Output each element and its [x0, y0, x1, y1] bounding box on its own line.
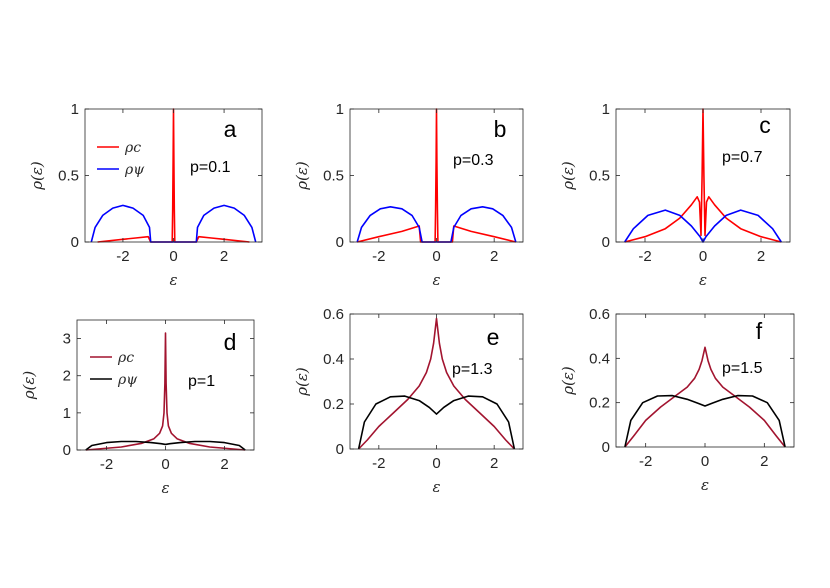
series-line-c	[85, 332, 246, 451]
series-line-c	[358, 317, 515, 450]
series-line-psi	[85, 440, 246, 451]
legend: ρc ρψ	[90, 350, 138, 388]
y-tick-label: 0	[602, 234, 610, 251]
y-tick-label: 1	[63, 405, 71, 422]
y-axis-label: ρ(ε)	[293, 367, 311, 397]
p-value-label: p=1.3	[452, 361, 493, 378]
y-axis-label: ρ(ε)	[293, 161, 311, 191]
x-tick-label: -2	[100, 456, 113, 473]
y-tick-label: 0.4	[323, 351, 344, 368]
y-tick-label: 0.5	[58, 168, 79, 185]
series-line-c	[357, 108, 516, 243]
x-axis-label: ε	[161, 479, 169, 497]
series-line-psi	[624, 394, 786, 448]
x-tick-label: 0	[699, 248, 707, 265]
panel-c: -2 0 2 0 0.5 1 ε ρ(ε) c p=0.7	[559, 101, 791, 289]
y-tick-label: 0.5	[323, 168, 344, 185]
series-line-psi	[357, 395, 516, 450]
x-tick-label: 0	[169, 248, 177, 265]
panel-f: -2 0 2 0 0.2 0.4 0.6 ε ρ(ε) f p=1.5	[559, 306, 795, 494]
x-tick-label: 2	[490, 455, 498, 472]
x-tick-label: 2	[220, 248, 228, 265]
y-axis-label: ρ(ε)	[559, 366, 577, 396]
x-axis-label: ε	[432, 271, 440, 289]
x-axis-label: ε	[432, 478, 440, 496]
x-tick-label: 2	[490, 248, 498, 265]
x-tick-label: 0	[432, 455, 440, 472]
y-tick-label: 3	[63, 331, 71, 348]
p-value-label: p=1.5	[722, 360, 763, 377]
legend-label-psi: ρψ	[124, 162, 145, 178]
x-tick-label: -2	[638, 248, 651, 265]
y-tick-label: 1	[336, 101, 344, 118]
panel-b: -2 0 2 0 0.5 1 ε ρ(ε) bp=0.3	[293, 101, 524, 289]
panel-letter: b	[494, 116, 507, 142]
legend: ρc ρψ	[97, 140, 145, 178]
y-tick-label: 1	[71, 101, 79, 118]
x-tick-label: -2	[372, 455, 385, 472]
x-tick-label: 0	[161, 456, 169, 473]
x-axis-label: ε	[169, 271, 177, 289]
p-value-label: p=0.3	[453, 152, 494, 169]
x-tick-label: 2	[220, 456, 228, 473]
plot-frame	[615, 313, 795, 448]
series-line-psi	[624, 209, 782, 243]
y-axis-label: ρ(ε)	[559, 161, 577, 191]
y-tick-label: 0.5	[589, 168, 610, 185]
x-tick-label: -2	[116, 248, 129, 265]
p-value-label: p=0.7	[722, 149, 763, 166]
p-value-label: p=1	[188, 373, 215, 390]
panel-a: -2 0 2 0 0.5 1 ε ρ(ε) a p=0.1 ρc ρψ	[28, 101, 263, 289]
y-tick-label: 0	[63, 442, 71, 459]
y-tick-label: 0.2	[589, 395, 610, 412]
panel-d: -2 0 2 0 1 2 3 ε ρ(ε) d p=1 ρc ρψ	[20, 319, 255, 497]
panel-letter: f	[756, 318, 763, 344]
series-line-c	[624, 346, 786, 448]
series-line-c	[624, 108, 782, 243]
x-tick-label: 0	[701, 453, 709, 470]
panel-letter: a	[224, 116, 237, 142]
y-tick-label: 1	[602, 101, 610, 118]
y-tick-label: 0	[336, 441, 344, 458]
y-tick-label: 0.6	[589, 306, 610, 323]
y-tick-label: 0	[602, 439, 610, 456]
legend-label-psi: ρψ	[117, 372, 138, 388]
y-tick-label: 2	[63, 368, 71, 385]
x-tick-label: 2	[757, 248, 765, 265]
y-tick-label: 0	[336, 234, 344, 251]
p-value-label: p=0.1	[190, 159, 231, 176]
y-tick-label: 0	[71, 234, 79, 251]
panel-letter: c	[759, 112, 771, 138]
legend-label-c: ρc	[124, 140, 141, 156]
panel-e: -2 0 2 0 0.2 0.4 0.6 ε ρ(ε) e p=1.3	[293, 306, 524, 496]
x-axis-label: ε	[701, 476, 709, 494]
panel-letter: e	[487, 324, 500, 350]
panel-letter: d	[224, 329, 237, 355]
y-tick-label: 0.4	[589, 350, 610, 367]
y-axis-label: ρ(ε)	[28, 161, 46, 191]
x-tick-label: 0	[432, 248, 440, 265]
y-tick-label: 0.6	[323, 306, 344, 323]
legend-label-c: ρc	[117, 350, 134, 366]
x-tick-label: -2	[372, 248, 385, 265]
series-line-psi	[90, 204, 257, 243]
x-tick-label: -2	[639, 453, 652, 470]
y-axis-label: ρ(ε)	[20, 371, 38, 401]
x-tick-label: 2	[760, 453, 768, 470]
y-tick-label: 0.2	[323, 396, 344, 413]
x-axis-label: ε	[699, 271, 707, 289]
